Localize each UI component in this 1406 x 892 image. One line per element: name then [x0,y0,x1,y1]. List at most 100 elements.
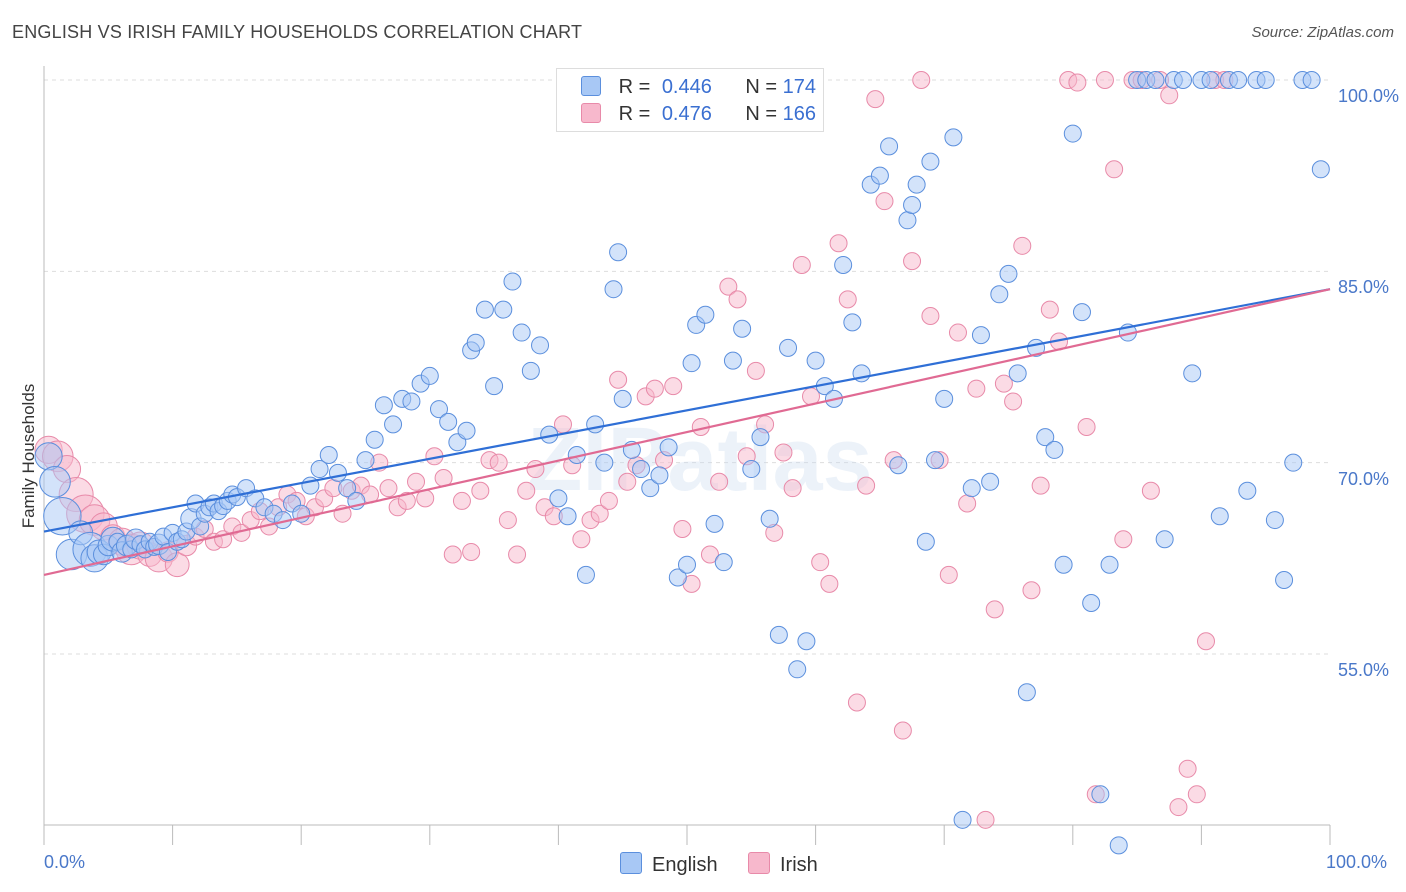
irish-point [829,234,848,253]
irish-point [728,290,747,309]
english-point [696,305,715,324]
irish-point [498,511,517,530]
english-point [779,338,798,357]
english-point [1054,555,1073,574]
english-point [898,211,917,230]
irish-point [1105,160,1124,179]
trend-lines [43,288,1331,576]
legend-irish[interactable]: Irish [748,852,818,877]
english-point [916,532,935,551]
english-point [1072,303,1091,322]
english-point [429,400,448,419]
english-point [494,300,513,319]
y-axis-label: Family Households [19,383,38,529]
english-point [558,507,577,526]
english-point [338,479,357,498]
english-point [903,196,922,215]
english-point [319,446,338,465]
irish-point [1141,481,1160,500]
irish-point [1068,73,1087,92]
english-point [769,625,788,644]
english-point [1311,160,1330,179]
irish-point [590,504,609,523]
english-legend-label: English [652,854,718,876]
irish-point [847,693,866,712]
irish-point [912,71,931,89]
english-point [953,810,972,829]
english-point [944,128,963,147]
english-r-value: 0.446 [661,76,712,98]
english-point [549,489,568,508]
english-point [806,351,825,370]
english-point [384,415,403,434]
english-point [843,313,862,332]
english-point [714,553,733,572]
english-point [439,412,458,431]
irish-point [1114,530,1133,549]
english-point [990,285,1009,304]
english-point [760,509,779,528]
english-point [1036,428,1055,447]
english-point [1284,453,1303,472]
english-point [521,361,540,380]
english-point [999,264,1018,283]
english-point [512,323,531,342]
english-point [797,632,816,651]
irish-point [1077,417,1096,436]
english-point [485,377,504,396]
irish-point [903,252,922,271]
irish-point [811,553,830,572]
english-point [531,336,550,355]
english-point [1183,364,1202,383]
english-point [962,479,981,498]
irish-point [994,374,1013,393]
english-points [34,71,1330,855]
irish-point [609,370,628,389]
irish-point [1178,759,1197,778]
english-point [604,280,623,299]
english-point [1155,530,1174,549]
chart-title: ENGLISH VS IRISH FAMILY HOUSEHOLDS CORRE… [12,22,583,42]
irish-swatch [581,103,601,123]
english-point [682,354,701,373]
irish-point [645,379,664,398]
english-point [1091,785,1110,804]
english-n-value: 174 [782,76,816,98]
irish-point [1013,236,1032,255]
irish-r-value: 0.476 [661,103,712,125]
english-point [374,396,393,415]
english-point [650,466,669,485]
irish-point [783,479,802,498]
english-point [1146,71,1165,89]
irish-point [875,192,894,211]
english-point [880,137,899,156]
y-tick-70: 70.0% [1338,469,1390,489]
english-point [1008,364,1027,383]
legend-row-irish: R = 0.476 N = 166 [581,102,816,126]
english-point [935,389,954,408]
irish-point [664,377,683,396]
irish-point [1022,581,1041,600]
irish-point [774,443,793,462]
x-tick-0: 0.0% [44,852,86,872]
legend-english[interactable]: English [620,852,718,877]
irish-point [976,810,995,829]
english-n-label: N = [745,76,778,98]
english-r-label: R = [618,76,651,98]
irish-point [893,721,912,740]
irish-point [967,379,986,398]
english-point [632,460,651,479]
english-point [1109,836,1128,855]
english-point [1100,555,1119,574]
y-tick-85: 85.0% [1338,277,1390,297]
irish-point [710,472,729,491]
irish-point [1040,300,1059,319]
irish-point [958,494,977,513]
english-point [1174,71,1193,89]
english-point [1238,481,1257,500]
english-point [613,389,632,408]
english-point [1017,683,1036,702]
english-point [889,456,908,475]
english-point [475,300,494,319]
